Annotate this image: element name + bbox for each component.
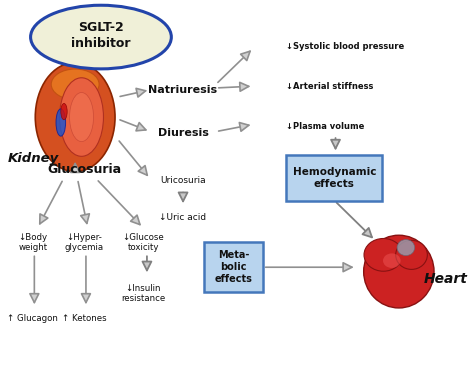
Ellipse shape	[70, 92, 93, 142]
FancyBboxPatch shape	[286, 155, 383, 201]
Ellipse shape	[396, 240, 428, 269]
Text: Uricosuria: Uricosuria	[160, 176, 206, 185]
Text: Meta-
bolic
effects: Meta- bolic effects	[215, 250, 253, 284]
Text: ↓Body
weight: ↓Body weight	[18, 233, 47, 252]
Text: ↓Plasma volume: ↓Plasma volume	[286, 122, 365, 131]
Ellipse shape	[56, 109, 65, 136]
Ellipse shape	[31, 5, 171, 69]
Text: ↓Insulin
resistance: ↓Insulin resistance	[121, 284, 165, 303]
Text: ↓Arterial stiffness: ↓Arterial stiffness	[286, 82, 374, 91]
Text: SGLT-2
inhibitor: SGLT-2 inhibitor	[71, 21, 131, 50]
FancyBboxPatch shape	[204, 242, 263, 292]
Ellipse shape	[61, 103, 67, 120]
Ellipse shape	[364, 238, 403, 271]
Text: Kidney: Kidney	[7, 152, 59, 165]
Text: Natriuresis: Natriuresis	[148, 85, 218, 95]
Ellipse shape	[397, 239, 415, 255]
Text: ↑ Ketones: ↑ Ketones	[62, 314, 107, 323]
Text: ↓Systolic blood pressure: ↓Systolic blood pressure	[286, 42, 404, 51]
Text: ↓Glucose
toxicity: ↓Glucose toxicity	[122, 233, 164, 252]
Ellipse shape	[51, 69, 99, 100]
Text: Hemodynamic
effects: Hemodynamic effects	[292, 167, 376, 189]
Text: Heart: Heart	[424, 272, 468, 286]
Ellipse shape	[383, 253, 401, 268]
Ellipse shape	[35, 62, 115, 172]
Ellipse shape	[60, 78, 103, 156]
Text: Diuresis: Diuresis	[158, 128, 209, 138]
Text: ↑ Glucagon: ↑ Glucagon	[8, 314, 58, 323]
Text: ↓Uric acid: ↓Uric acid	[159, 212, 207, 222]
Ellipse shape	[364, 235, 434, 308]
Text: Glucosuria: Glucosuria	[47, 163, 122, 176]
Text: ↓Hyper-
glycemia: ↓Hyper- glycemia	[65, 233, 104, 252]
